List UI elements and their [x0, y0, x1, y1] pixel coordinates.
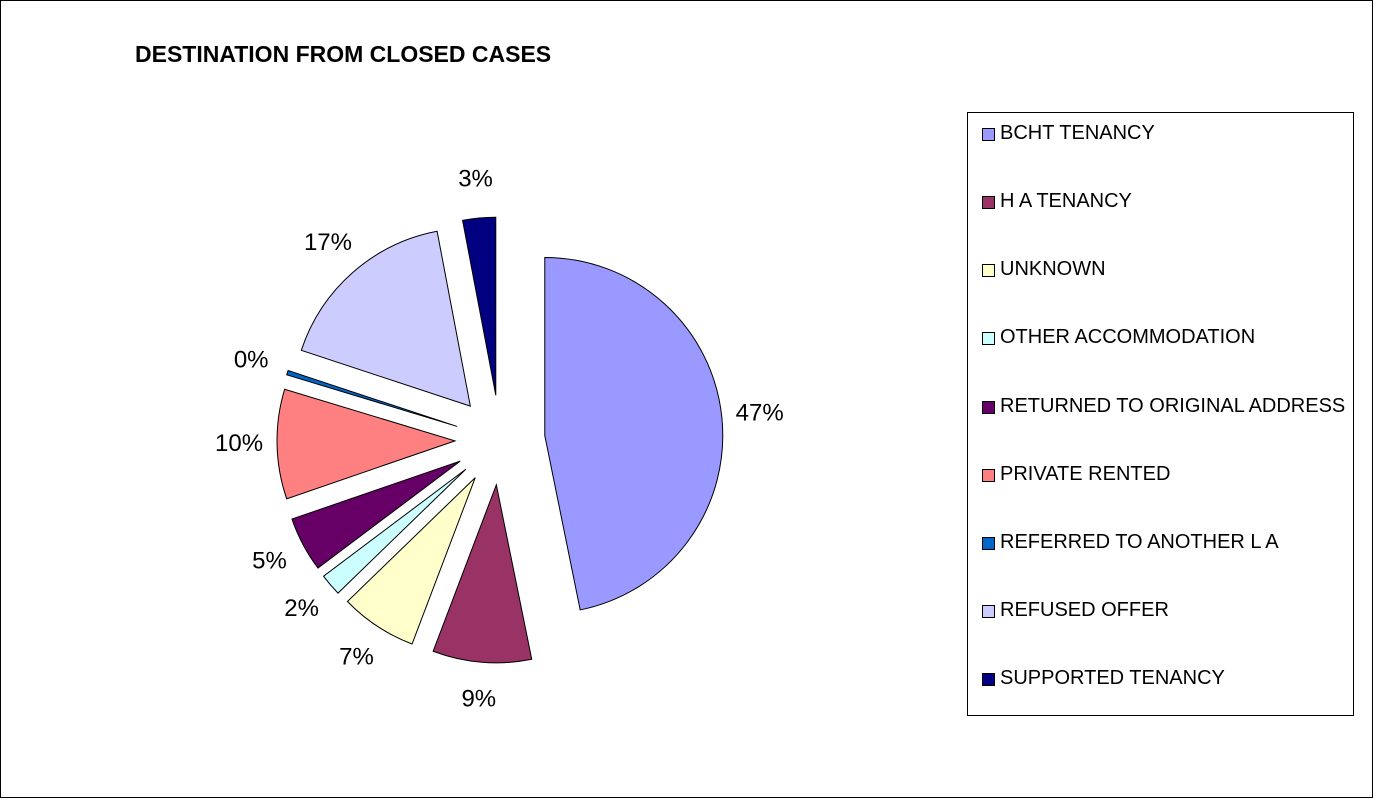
data-label: 10%	[215, 430, 263, 457]
legend-item: RETURNED TO ORIGINAL ADDRESS	[982, 394, 1347, 419]
legend-item: SUPPORTED TENANCY	[982, 666, 1347, 691]
legend-swatch	[982, 196, 995, 210]
legend-label: SUPPORTED TENANCY	[1000, 667, 1225, 689]
pie-slice	[286, 369, 458, 427]
legend-swatch	[982, 128, 995, 141]
legend-item: PRIVATE RENTED	[982, 462, 1347, 487]
legend-swatch	[982, 673, 995, 686]
legend-swatch	[982, 400, 995, 414]
legend-label: H A TENANCY	[1000, 190, 1132, 213]
pie-slice	[322, 468, 467, 594]
legend-label: PRIVATE RENTED	[1000, 462, 1171, 485]
legend-item: REFERRED TO ANOTHER L A	[982, 530, 1347, 555]
data-label: 0%	[234, 347, 269, 374]
pie-slice	[461, 216, 497, 396]
legend-swatch	[982, 468, 995, 482]
legend-label: BCHT TENANCY	[1000, 122, 1155, 144]
data-label: 47%	[736, 399, 784, 426]
data-label: 17%	[304, 229, 352, 256]
legend-swatch	[982, 332, 995, 346]
legend-swatch	[982, 536, 995, 550]
pie-slice	[432, 483, 533, 664]
pie-slice	[300, 230, 471, 407]
legend-item: REFUSED OFFER	[982, 598, 1347, 623]
pie-slice	[276, 388, 457, 500]
legend-label: OTHER ACCOMMODATION	[1000, 326, 1256, 349]
legend-swatch	[982, 264, 995, 278]
legend-item: UNKNOWN	[982, 257, 1347, 282]
data-label: 9%	[461, 685, 496, 712]
legend-label: REFERRED TO ANOTHER L A	[1000, 530, 1279, 553]
legend-swatch	[982, 604, 995, 618]
chart-title: DESTINATION FROM CLOSED CASES	[135, 41, 551, 67]
data-label: 3%	[458, 165, 493, 192]
data-label: 5%	[252, 548, 287, 575]
legend-item: BCHT TENANCY	[982, 121, 1347, 146]
legend-item: OTHER ACCOMMODATION	[982, 325, 1347, 350]
pie-slice	[346, 477, 476, 645]
pie-slice	[544, 257, 724, 611]
legend-label: RETURNED TO ORIGINAL ADDRESS	[1000, 394, 1346, 417]
pie-slice	[291, 460, 461, 569]
legend: BCHT TENANCY H A TENANCY UNKNOWN OTHER ACCO…	[967, 112, 1354, 716]
legend-label: UNKNOWN	[1000, 258, 1106, 281]
legend-item: H A TENANCY	[982, 189, 1347, 214]
data-label: 7%	[339, 643, 374, 670]
legend-label: REFUSED OFFER	[1000, 598, 1169, 621]
data-label: 2%	[284, 595, 319, 622]
